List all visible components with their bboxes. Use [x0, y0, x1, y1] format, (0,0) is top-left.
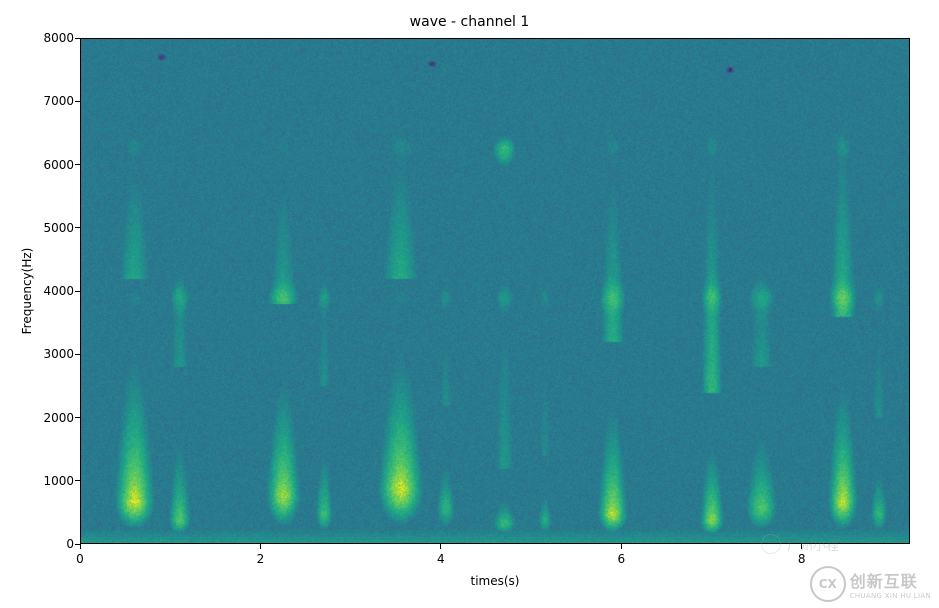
chart-title: wave - channel 1 [0, 14, 939, 30]
y-tick-label: 4000 [40, 284, 74, 298]
y-tick-mark [75, 544, 80, 545]
y-tick-label: 8000 [40, 31, 74, 45]
y-tick-label: 2000 [40, 411, 74, 425]
spectrogram-canvas [80, 38, 910, 544]
chart-title-text: wave - channel 1 [410, 14, 530, 30]
y-tick-mark [75, 480, 80, 481]
logo-icon: CX [810, 566, 846, 602]
logo-subtext: CHUANG XIN HU LIAN [850, 592, 931, 600]
y-tick-label: 7000 [40, 94, 74, 108]
watermark-logo: CX 创新互联 CHUANG XIN HU LIAN [810, 566, 931, 602]
x-tick-mark [621, 544, 622, 549]
x-tick-label: 2 [257, 552, 265, 566]
y-tick-label: 6000 [40, 158, 74, 172]
x-axis-label-text: times(s) [471, 574, 520, 588]
x-tick-label: 8 [798, 552, 806, 566]
logo-icon-text: CX [819, 577, 837, 591]
y-tick-mark [75, 291, 80, 292]
y-tick-label: 5000 [40, 221, 74, 235]
x-tick-mark [80, 544, 81, 549]
wechat-icon [761, 534, 781, 554]
y-tick-mark [75, 101, 80, 102]
y-tick-label: 0 [40, 537, 74, 551]
x-tick-mark [260, 544, 261, 549]
x-tick-mark [440, 544, 441, 549]
x-tick-label: 6 [617, 552, 625, 566]
y-tick-label: 1000 [40, 474, 74, 488]
plot-area [80, 38, 910, 544]
y-tick-mark [75, 38, 80, 39]
y-axis-label-text: Frequency(Hz) [20, 248, 34, 335]
logo-text: 创新互联 [850, 568, 931, 592]
y-tick-mark [75, 164, 80, 165]
watermark-wechat: 广州小程 [761, 534, 839, 554]
y-tick-mark [75, 227, 80, 228]
y-axis-label: Frequency(Hz) [20, 246, 34, 336]
x-tick-label: 0 [76, 552, 84, 566]
figure: wave - channel 1 Frequency(Hz) times(s) … [0, 0, 939, 608]
x-axis-label: times(s) [80, 574, 910, 588]
y-tick-label: 3000 [40, 347, 74, 361]
y-tick-mark [75, 417, 80, 418]
y-tick-mark [75, 354, 80, 355]
watermark-wechat-text: 广州小程 [787, 535, 839, 554]
x-tick-label: 4 [437, 552, 445, 566]
